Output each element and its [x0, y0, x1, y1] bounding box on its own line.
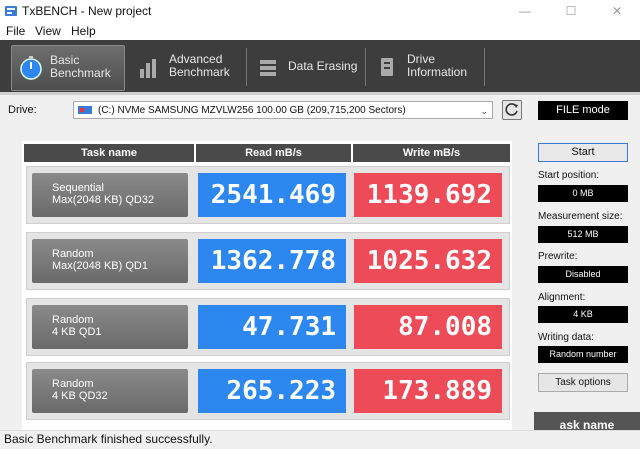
tab-label: Basic Benchmark: [50, 53, 111, 80]
title-bar: TxBENCH - New project — ☐ ✕: [0, 0, 640, 22]
write-value: 1139.692: [354, 173, 502, 217]
measurement-size-value[interactable]: 512 MB: [538, 226, 628, 243]
prewrite-label: Prewrite:: [538, 251, 578, 262]
tab-label: Drive Information: [407, 52, 468, 79]
drive-icon: [78, 106, 92, 114]
drive-label: Drive:: [8, 104, 37, 116]
status-bar: [0, 430, 640, 449]
drive-select-value: (C:) NVMe SAMSUNG MZVLW256 100.00 GB (20…: [98, 105, 406, 116]
tab-advanced-benchmark[interactable]: Advanced Benchmark: [131, 45, 243, 89]
tab-data-erasing[interactable]: Data Erasing: [250, 45, 362, 89]
nav-bar: Basic Benchmark Advanced Benchmark Data …: [0, 40, 640, 95]
eraser-icon: [260, 60, 276, 76]
nav-divider: [246, 48, 247, 86]
header-read: Read mB/s: [196, 144, 351, 162]
menu-help[interactable]: Help: [71, 24, 96, 38]
write-value: 87.008: [354, 305, 502, 349]
read-value: 265.223: [198, 369, 346, 413]
menu-view[interactable]: View: [35, 24, 61, 38]
measurement-size-label: Measurement size:: [538, 211, 623, 222]
task-options-button[interactable]: Task options: [538, 373, 628, 392]
drive-info-icon: [381, 58, 393, 76]
drive-select[interactable]: (C:) NVMe SAMSUNG MZVLW256 100.00 GB (20…: [73, 101, 493, 119]
start-position-label: Start position:: [538, 170, 600, 181]
start-position-value[interactable]: 0 MB: [538, 185, 628, 202]
refresh-button[interactable]: [502, 100, 522, 120]
close-button[interactable]: ✕: [611, 4, 623, 18]
task-button[interactable]: Random 4 KB QD32: [32, 369, 188, 413]
alignment-value[interactable]: 4 KB: [538, 306, 628, 323]
header-task-name: Task name: [24, 144, 194, 162]
menu-bar: File View Help: [0, 22, 640, 40]
tab-label: Data Erasing: [288, 59, 358, 73]
chevron-down-icon: ⌄: [480, 106, 488, 116]
alignment-label: Alignment:: [538, 292, 586, 303]
file-mode-button[interactable]: FILE mode: [538, 101, 628, 120]
app-icon: [5, 6, 17, 16]
write-value: 173.889: [354, 369, 502, 413]
nav-divider: [365, 48, 366, 86]
start-button[interactable]: Start: [538, 143, 628, 162]
tab-label: Advanced Benchmark: [169, 52, 230, 79]
tab-drive-information[interactable]: Drive Information: [369, 45, 481, 89]
prewrite-value[interactable]: Disabled: [538, 266, 628, 283]
menu-file[interactable]: File: [6, 24, 26, 38]
writing-data-label: Writing data:: [538, 332, 594, 343]
writing-data-value[interactable]: Random number: [538, 346, 628, 363]
maximize-button[interactable]: ☐: [565, 4, 577, 18]
write-value: 1025.632: [354, 239, 502, 283]
read-value: 47.731: [198, 305, 346, 349]
read-value: 2541.469: [198, 173, 346, 217]
tab-basic-benchmark[interactable]: Basic Benchmark: [11, 45, 125, 91]
stopwatch-icon: [20, 56, 42, 80]
nav-divider: [484, 48, 485, 86]
bar-chart-icon: [140, 59, 156, 78]
refresh-icon: [505, 103, 518, 116]
task-button[interactable]: Random Max(2048 KB) QD1: [32, 239, 188, 283]
status-text: Basic Benchmark finished successfully.: [4, 432, 213, 446]
minimize-button[interactable]: —: [519, 4, 531, 18]
task-button[interactable]: Sequential Max(2048 KB) QD32: [32, 173, 188, 217]
task-button[interactable]: Random 4 KB QD1: [32, 305, 188, 349]
read-value: 1362.778: [198, 239, 346, 283]
header-write: Write mB/s: [353, 144, 510, 162]
window-title: TxBENCH - New project: [22, 4, 152, 18]
